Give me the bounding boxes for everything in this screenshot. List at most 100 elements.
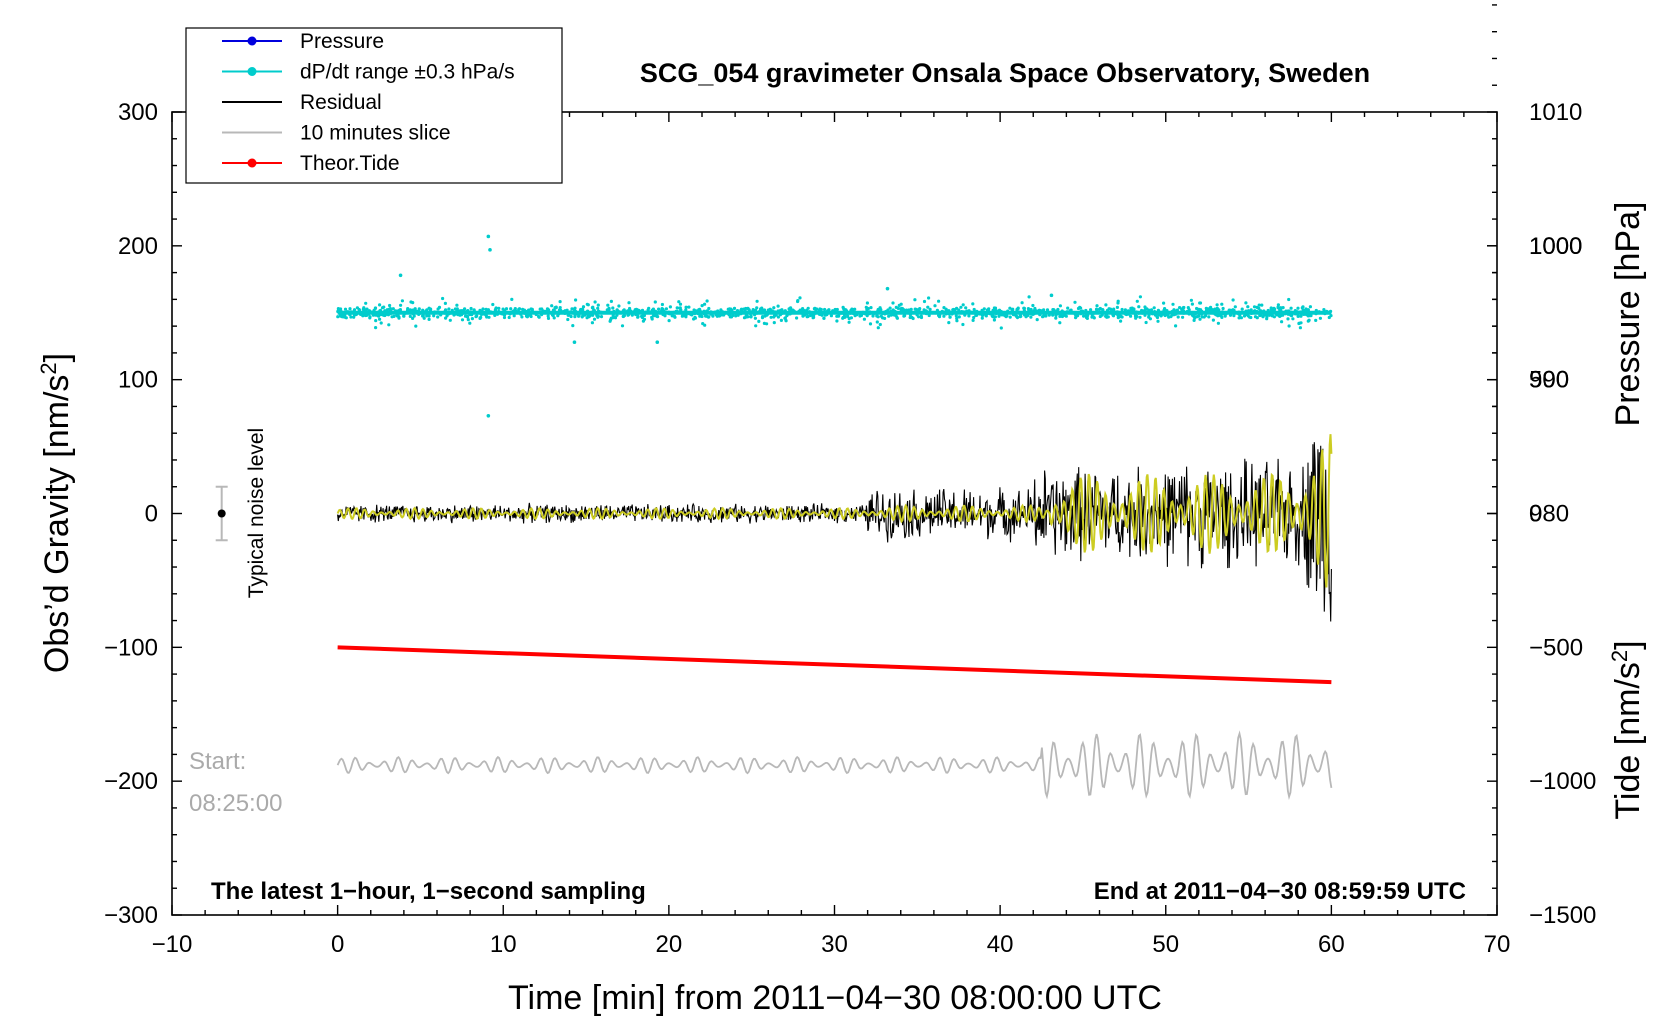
- dpdt-point: [842, 315, 846, 320]
- dpdt-point: [1156, 319, 1160, 323]
- dpdt-point: [470, 317, 474, 321]
- dpdt-point: [1152, 306, 1156, 310]
- dpdt-point: [902, 308, 906, 312]
- dpdt-point: [1272, 315, 1276, 319]
- dpdt-point: [754, 324, 758, 328]
- pressure-tick-label: 1010: [1529, 99, 1582, 126]
- legend-label: Theor.Tide: [300, 152, 400, 175]
- dpdt-point: [1008, 315, 1012, 319]
- legend-swatch-marker: [247, 158, 257, 168]
- dpdt-point: [357, 307, 361, 312]
- dpdt-point: [1148, 317, 1152, 321]
- dpdt-point: [999, 326, 1003, 330]
- dpdt-point: [368, 315, 372, 319]
- dpdt-point: [397, 316, 401, 320]
- y-axis-label-left-end: ]: [38, 353, 76, 362]
- dpdt-point: [732, 306, 737, 310]
- dpdt-point: [768, 307, 772, 311]
- dpdt-point: [1120, 307, 1124, 312]
- dpdt-point: [509, 307, 513, 311]
- dpdt-point: [339, 314, 343, 318]
- dpdt-point: [640, 315, 645, 320]
- x-tick-label: 60: [1318, 931, 1345, 958]
- dpdt-point: [1056, 307, 1060, 312]
- dpdt-point: [642, 317, 647, 321]
- dpdt-point: [1060, 314, 1064, 319]
- dpdt-point: [684, 315, 688, 319]
- noise-center-dot: [217, 509, 226, 518]
- dpdt-point: [717, 314, 722, 318]
- dpdt-point: [1015, 316, 1020, 320]
- dpdt-point: [959, 305, 963, 309]
- dpdt-point: [628, 306, 632, 311]
- dpdt-point: [769, 315, 773, 319]
- dpdt-point: [1163, 307, 1167, 311]
- x-tick-label: 20: [656, 931, 683, 958]
- dpdt-point: [521, 307, 525, 311]
- dpdt-point: [657, 307, 661, 311]
- dpdt-point: [1131, 308, 1135, 312]
- dpdt-point: [652, 314, 656, 318]
- dpdt-point: [1261, 315, 1265, 319]
- dpdt-point: [707, 306, 711, 311]
- dpdt-point: [948, 315, 952, 319]
- legend-label: 10 minutes slice: [300, 122, 451, 145]
- dpdt-point: [553, 306, 557, 310]
- dpdt-outlier-point: [572, 340, 577, 344]
- dpdt-point: [1174, 324, 1178, 328]
- tide-axis-label-sup: 2: [1607, 650, 1632, 662]
- dpdt-point: [1176, 315, 1180, 319]
- dpdt-point: [487, 315, 491, 319]
- dpdt-point: [997, 314, 1001, 318]
- dpdt-point: [507, 315, 511, 320]
- dpdt-point: [1272, 306, 1276, 310]
- dpdt-point: [1178, 306, 1182, 310]
- dpdt-point: [992, 318, 997, 322]
- dpdt-point: [955, 319, 959, 323]
- dpdt-point: [693, 315, 697, 319]
- dpdt-outlier-point: [486, 414, 491, 418]
- dpdt-point: [1098, 314, 1102, 319]
- tide-axis-label-end: ]: [1609, 640, 1647, 649]
- dpdt-point: [972, 307, 976, 312]
- dpdt-point: [927, 296, 931, 300]
- dpdt-point: [653, 300, 657, 304]
- tide-tick-label: 1000: [1529, 233, 1582, 260]
- dpdt-point: [1287, 324, 1291, 328]
- dpdt-point: [1206, 307, 1210, 311]
- dpdt-point: [1192, 318, 1196, 322]
- dpdt-point: [569, 314, 573, 319]
- dpdt-point: [1027, 295, 1031, 299]
- dpdt-point: [1307, 318, 1311, 322]
- pressure-tick-label: 1000: [1529, 233, 1582, 260]
- dpdt-point: [596, 314, 601, 318]
- x-tick-label: 30: [821, 931, 848, 958]
- dpdt-point: [378, 317, 382, 321]
- dpdt-point: [1045, 308, 1050, 312]
- dpdt-point: [520, 315, 524, 319]
- dpdt-point: [902, 314, 907, 318]
- dpdt-point: [1119, 314, 1123, 318]
- dpdt-point: [455, 303, 459, 307]
- dpdt-point: [497, 306, 501, 310]
- dpdt-point: [580, 315, 584, 319]
- dpdt-point: [982, 307, 986, 311]
- dpdt-point: [1129, 314, 1133, 318]
- dpdt-point: [701, 322, 705, 326]
- dpdt-point: [525, 315, 530, 319]
- dpdt-point: [636, 314, 640, 319]
- dpdt-point: [412, 314, 416, 318]
- tide-axis-label: Tide [nm/s2]: [1607, 640, 1647, 819]
- dpdt-point: [1198, 301, 1203, 305]
- dpdt-point: [663, 314, 667, 318]
- dpdt-point: [453, 307, 457, 311]
- dpdt-point: [926, 305, 930, 309]
- dpdt-point: [387, 323, 391, 327]
- dpdt-point: [806, 306, 810, 310]
- dpdt-point: [1299, 314, 1303, 318]
- dpdt-point: [1231, 308, 1235, 312]
- legend-label: Residual: [300, 91, 382, 114]
- dpdt-point: [469, 306, 473, 311]
- dpdt-point: [772, 306, 776, 310]
- dpdt-outlier-point: [885, 286, 890, 291]
